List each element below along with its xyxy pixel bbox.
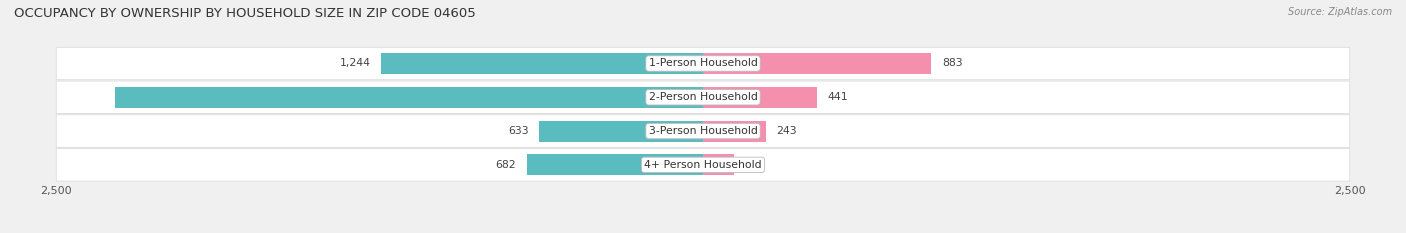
FancyBboxPatch shape [56, 115, 1350, 147]
Text: Source: ZipAtlas.com: Source: ZipAtlas.com [1288, 7, 1392, 17]
Text: 1-Person Household: 1-Person Household [648, 58, 758, 69]
Bar [115, 87, 703, 108]
Text: 4+ Person Household: 4+ Person Household [644, 160, 762, 170]
Text: 2,273: 2,273 [661, 92, 695, 102]
Text: 883: 883 [942, 58, 963, 69]
Bar [540, 121, 703, 141]
FancyBboxPatch shape [56, 47, 1350, 80]
Text: 441: 441 [828, 92, 848, 102]
FancyBboxPatch shape [56, 81, 1350, 113]
Text: 243: 243 [776, 126, 797, 136]
Bar [703, 154, 734, 175]
Bar [381, 53, 703, 74]
Text: 1,244: 1,244 [340, 58, 371, 69]
Text: OCCUPANCY BY OWNERSHIP BY HOUSEHOLD SIZE IN ZIP CODE 04605: OCCUPANCY BY OWNERSHIP BY HOUSEHOLD SIZE… [14, 7, 475, 20]
Legend: Owner-occupied, Renter-occupied: Owner-occupied, Renter-occupied [588, 231, 818, 233]
Bar [703, 121, 766, 141]
Text: 3-Person Household: 3-Person Household [648, 126, 758, 136]
Text: 2-Person Household: 2-Person Household [648, 92, 758, 102]
Bar [703, 87, 817, 108]
Text: 118: 118 [744, 160, 765, 170]
Bar [527, 154, 703, 175]
Text: 682: 682 [495, 160, 516, 170]
FancyBboxPatch shape [56, 149, 1350, 181]
Bar [703, 53, 931, 74]
Text: 633: 633 [508, 126, 529, 136]
